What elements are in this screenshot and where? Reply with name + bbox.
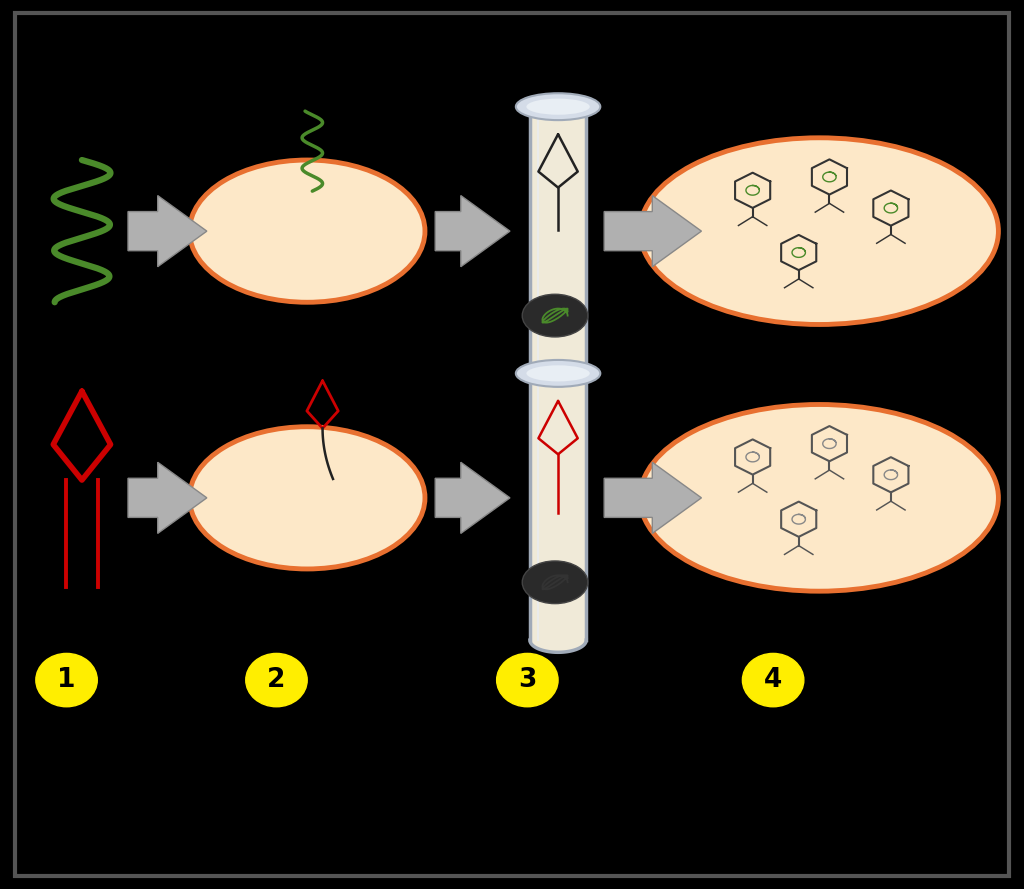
Polygon shape <box>781 235 816 270</box>
Circle shape <box>742 653 804 707</box>
Circle shape <box>497 653 558 707</box>
Ellipse shape <box>516 360 600 387</box>
Polygon shape <box>735 439 770 475</box>
Text: 3: 3 <box>518 667 537 693</box>
Ellipse shape <box>522 561 588 604</box>
Polygon shape <box>735 172 770 208</box>
FancyArrow shape <box>128 196 207 267</box>
Ellipse shape <box>189 427 425 569</box>
Ellipse shape <box>526 365 590 381</box>
Text: 2: 2 <box>267 667 286 693</box>
Polygon shape <box>812 426 847 461</box>
FancyArrow shape <box>128 462 207 533</box>
FancyArrow shape <box>435 462 510 533</box>
Polygon shape <box>812 159 847 195</box>
FancyArrow shape <box>604 196 701 267</box>
FancyArrow shape <box>604 462 701 533</box>
Polygon shape <box>530 107 586 386</box>
Circle shape <box>36 653 97 707</box>
Ellipse shape <box>640 404 998 591</box>
Circle shape <box>246 653 307 707</box>
Polygon shape <box>873 457 908 493</box>
Ellipse shape <box>189 160 425 302</box>
Ellipse shape <box>522 294 588 337</box>
Text: 4: 4 <box>764 667 782 693</box>
Ellipse shape <box>526 99 590 115</box>
FancyArrow shape <box>435 196 510 267</box>
Ellipse shape <box>640 138 998 324</box>
Polygon shape <box>530 373 586 653</box>
Polygon shape <box>873 190 908 226</box>
Text: 1: 1 <box>57 667 76 693</box>
Ellipse shape <box>516 93 600 120</box>
Polygon shape <box>781 501 816 537</box>
